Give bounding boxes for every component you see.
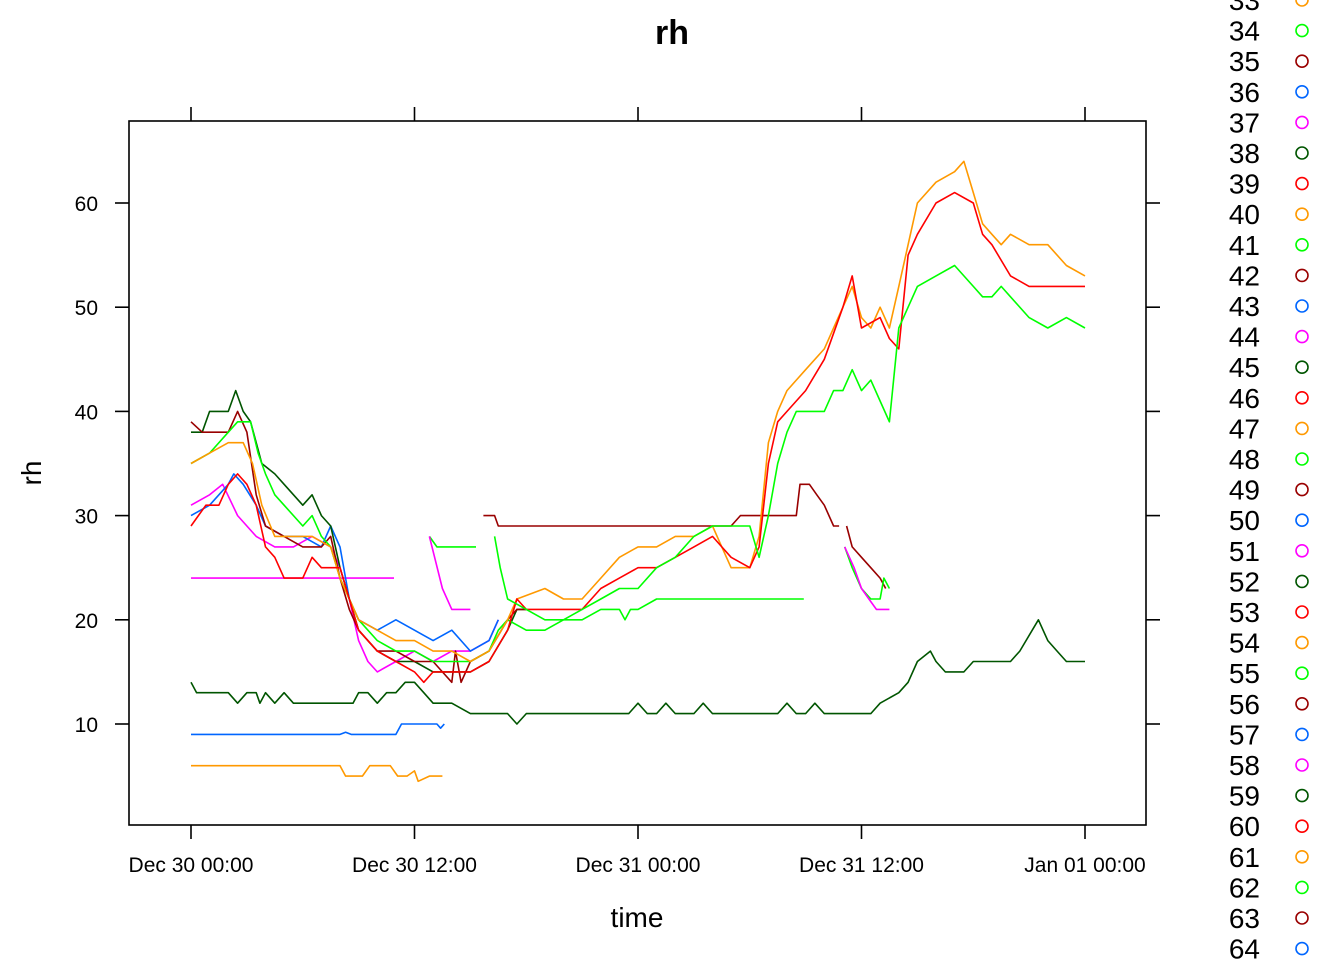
- legend-label-62: 62: [1229, 872, 1260, 903]
- legend-marker-43: [1295, 299, 1309, 313]
- legend-label-41: 41: [1229, 230, 1260, 261]
- legend-marker-45: [1295, 360, 1309, 375]
- legend-marker-51: [1295, 543, 1309, 558]
- y-axis: 10 20 30 40 50 60: [75, 193, 1160, 737]
- legend-label-42: 42: [1229, 260, 1260, 291]
- series-line-11: [190, 473, 500, 652]
- series-line-0: [190, 619, 1085, 725]
- legend-marker-62: [1295, 880, 1309, 895]
- legend-label-58: 58: [1229, 750, 1260, 781]
- series-line-8: [843, 546, 891, 600]
- legend-label-56: 56: [1229, 689, 1260, 720]
- series-line-15: [190, 160, 1086, 663]
- legend-marker-64: [1295, 941, 1309, 956]
- plot-frame: [128, 120, 1147, 826]
- legend-label-61: 61: [1229, 842, 1260, 873]
- legend-marker-50: [1295, 513, 1309, 528]
- y-tick-label-3: 40: [75, 401, 98, 424]
- y-axis-title: rh: [16, 461, 47, 486]
- legend: 3334353637383940414243444546474849505152…: [1229, 0, 1309, 960]
- series-line-1: [191, 723, 445, 736]
- legend-marker-47: [1295, 421, 1309, 436]
- series-line-14: [190, 421, 804, 663]
- legend-marker-34: [1295, 23, 1309, 38]
- legend-label-38: 38: [1229, 138, 1260, 169]
- legend-marker-49: [1295, 482, 1309, 497]
- legend-marker-36: [1295, 85, 1309, 99]
- series-line-13: [190, 410, 527, 684]
- legend-label-40: 40: [1229, 199, 1260, 230]
- y-tick-label-5: 60: [75, 193, 98, 216]
- legend-label-46: 46: [1229, 383, 1260, 414]
- legend-marker-37: [1295, 115, 1309, 130]
- legend-label-57: 57: [1229, 719, 1260, 750]
- y-tick-label-0: 10: [75, 714, 98, 737]
- legend-label-34: 34: [1229, 16, 1260, 47]
- legend-label-33: 33: [1229, 0, 1260, 16]
- legend-label-64: 64: [1229, 934, 1260, 960]
- legend-marker-53: [1295, 605, 1309, 619]
- legend-marker-57: [1295, 727, 1309, 742]
- legend-label-35: 35: [1229, 46, 1260, 77]
- y-tick-label-1: 20: [75, 610, 98, 633]
- legend-marker-40: [1295, 207, 1309, 221]
- legend-marker-39: [1295, 176, 1309, 191]
- series-line-9: [843, 546, 890, 611]
- x-tick-label-0: Dec 30 00:00: [129, 854, 254, 877]
- legend-marker-44: [1295, 329, 1309, 344]
- series-line-17: [493, 264, 1086, 621]
- x-tick-label-3: Dec 31 12:00: [799, 854, 924, 877]
- legend-label-37: 37: [1229, 107, 1260, 138]
- legend-marker-48: [1295, 452, 1309, 466]
- series-line-2: [191, 764, 443, 783]
- legend-label-47: 47: [1229, 413, 1260, 444]
- legend-label-55: 55: [1229, 658, 1260, 689]
- legend-label-39: 39: [1229, 169, 1260, 200]
- series-layer: [190, 160, 1086, 783]
- legend-marker-54: [1295, 635, 1309, 650]
- legend-marker-35: [1295, 54, 1309, 69]
- x-tick-label-4: Jan 01 00:00: [1024, 854, 1145, 877]
- legend-label-49: 49: [1229, 475, 1260, 506]
- legend-marker-52: [1295, 574, 1309, 589]
- legend-marker-61: [1295, 849, 1309, 864]
- legend-marker-41: [1295, 238, 1309, 252]
- legend-marker-63: [1295, 911, 1309, 925]
- y-tick-label-2: 30: [75, 506, 98, 529]
- x-tick-label-2: Dec 31 00:00: [576, 854, 701, 877]
- legend-label-44: 44: [1229, 322, 1260, 353]
- series-line-7: [845, 525, 887, 589]
- legend-label-51: 51: [1229, 536, 1260, 567]
- y-tick-label-4: 50: [75, 297, 98, 320]
- legend-marker-59: [1295, 788, 1309, 803]
- legend-label-53: 53: [1229, 597, 1260, 628]
- series-line-6: [483, 483, 840, 527]
- legend-marker-60: [1295, 819, 1309, 834]
- legend-marker-56: [1295, 696, 1309, 711]
- series-line-5: [428, 536, 471, 611]
- legend-marker-42: [1295, 268, 1309, 283]
- legend-label-50: 50: [1229, 505, 1260, 536]
- legend-label-63: 63: [1229, 903, 1260, 934]
- legend-label-36: 36: [1229, 77, 1260, 108]
- legend-label-48: 48: [1229, 444, 1260, 475]
- x-axis-title: time: [611, 902, 664, 933]
- legend-marker-58: [1295, 758, 1309, 772]
- legend-marker-46: [1295, 390, 1309, 405]
- series-line-16: [190, 191, 1085, 684]
- x-axis: Dec 30 00:00 Dec 30 12:00 Dec 31 00:00 Dec …: [129, 107, 1146, 877]
- legend-label-52: 52: [1229, 566, 1260, 597]
- legend-label-60: 60: [1229, 811, 1260, 842]
- x-tick-label-1: Dec 30 12:00: [352, 854, 477, 877]
- legend-marker-38: [1295, 146, 1309, 160]
- legend-label-45: 45: [1229, 352, 1260, 383]
- legend-marker-33: [1295, 0, 1309, 7]
- legend-label-43: 43: [1229, 291, 1260, 322]
- legend-label-54: 54: [1229, 628, 1260, 659]
- legend-marker-55: [1295, 666, 1309, 681]
- chart-title: rh: [655, 14, 689, 52]
- series-line-4: [428, 535, 476, 548]
- legend-label-59: 59: [1229, 781, 1260, 812]
